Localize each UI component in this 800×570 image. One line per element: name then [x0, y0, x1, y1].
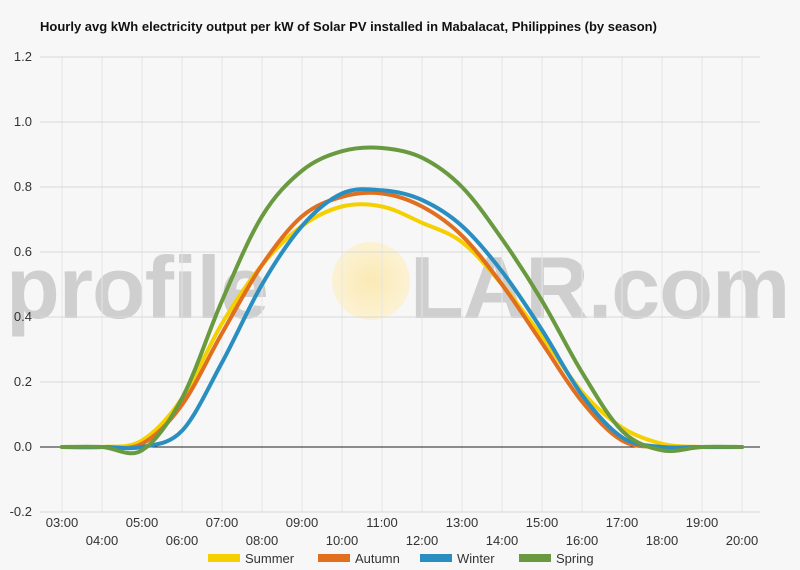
legend-label: Summer — [245, 550, 295, 566]
y-tick-label: 0.6 — [14, 244, 32, 259]
x-tick-label: 17:00 — [606, 515, 639, 530]
x-tick-label: 13:00 — [446, 515, 479, 530]
x-tick-label: 03:00 — [46, 515, 79, 530]
x-tick-label: 12:00 — [406, 533, 439, 548]
x-tick-label: 06:00 — [166, 533, 199, 548]
x-tick-label: 09:00 — [286, 515, 319, 530]
y-tick-label: 1.0 — [14, 114, 32, 129]
x-tick-label: 20:00 — [726, 533, 759, 548]
y-tick-label: 0.0 — [14, 439, 32, 454]
legend-item-winter[interactable]: Winter — [420, 549, 495, 567]
x-tick-label: 14:00 — [486, 533, 519, 548]
y-tick-label: 0.4 — [14, 309, 32, 324]
y-tick-label: 1.2 — [14, 49, 32, 64]
legend-swatch — [208, 554, 240, 562]
watermark-sun-icon — [332, 242, 410, 320]
x-tick-label: 07:00 — [206, 515, 239, 530]
legend-label: Autumn — [355, 550, 400, 566]
x-tick-label: 11:00 — [366, 515, 398, 530]
x-tick-label: 05:00 — [126, 515, 159, 530]
legend-swatch — [519, 554, 551, 562]
y-tick-label: -0.2 — [10, 504, 32, 519]
x-tick-label: 15:00 — [526, 515, 559, 530]
legend-item-spring[interactable]: Spring — [519, 549, 594, 567]
legend-swatch — [420, 554, 452, 562]
series-line-summer — [60, 202, 744, 450]
y-tick-label: 0.8 — [14, 179, 32, 194]
legend-item-autumn[interactable]: Autumn — [318, 549, 400, 567]
x-tick-label: 19:00 — [686, 515, 719, 530]
x-tick-label: 10:00 — [326, 533, 359, 548]
x-tick-label: 04:00 — [86, 533, 119, 548]
x-tick-label: 08:00 — [246, 533, 279, 548]
series-line-autumn — [60, 190, 744, 450]
chart-title: Hourly avg kWh electricity output per kW… — [40, 19, 657, 34]
legend-label: Winter — [457, 550, 495, 566]
chart-legend: Summer Autumn Winter Spring — [0, 549, 800, 567]
x-tick-label: 18:00 — [646, 533, 679, 548]
series-line-winter — [60, 187, 744, 451]
legend-label: Spring — [556, 550, 594, 566]
y-tick-label: 0.2 — [14, 374, 32, 389]
legend-swatch — [318, 554, 350, 562]
x-tick-label: 16:00 — [566, 533, 599, 548]
series-line-spring — [60, 145, 744, 456]
legend-item-summer[interactable]: Summer — [208, 549, 294, 567]
